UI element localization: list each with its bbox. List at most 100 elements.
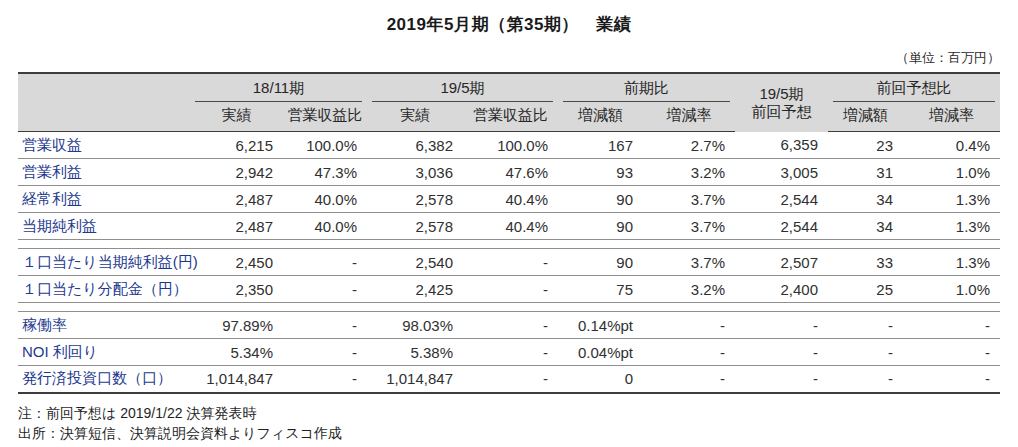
- value-cell: 1.3%: [903, 249, 1000, 276]
- value-cell: 40.0%: [283, 213, 367, 240]
- value-cell: -: [463, 276, 558, 303]
- column-group-4: 前回予想比: [828, 73, 1000, 102]
- sub-header-cell: 増減率: [643, 102, 735, 132]
- row-label: 当期純利益: [18, 213, 190, 240]
- value-cell: -: [463, 339, 558, 366]
- unit-note: （単位：百万円）: [0, 49, 1000, 67]
- table-row: 営業利益2,94247.3%3,03647.6%933.2%3,005311.0…: [18, 159, 1000, 186]
- table-row: 経常利益2,48740.0%2,57840.4%903.7%2,544341.3…: [18, 186, 1000, 213]
- value-cell: 40.4%: [463, 186, 558, 213]
- value-cell: 2,540: [367, 249, 463, 276]
- column-group-label: 18/11期: [195, 74, 362, 102]
- column-group-row: 18/11期19/5期前期比19/5期前回予想前回予想比: [18, 73, 1000, 102]
- financial-results-page: 2019年5月期（第35期） 業績 （単位：百万円） 18/11期19/5期前期…: [0, 0, 1018, 447]
- value-cell: 3,005: [735, 159, 828, 186]
- value-cell: 6,359: [735, 132, 828, 159]
- value-cell: -: [643, 312, 735, 339]
- value-cell: 1.3%: [903, 213, 1000, 240]
- table-row: 当期純利益2,48740.0%2,57840.4%903.7%2,544341.…: [18, 213, 1000, 240]
- table-row: 稼働率97.89%-98.03%-0.14%pt----: [18, 312, 1000, 339]
- spacer-row: [18, 240, 1000, 249]
- value-cell: 0: [558, 366, 643, 393]
- value-cell: 3.7%: [643, 186, 735, 213]
- value-cell: 98.03%: [367, 312, 463, 339]
- value-cell: -: [828, 366, 903, 393]
- value-cell: 1,014,847: [367, 366, 463, 393]
- value-cell: 1.0%: [903, 159, 1000, 186]
- value-cell: 3.7%: [643, 213, 735, 240]
- sub-header-cell: 営業収益比: [283, 102, 367, 132]
- value-cell: 2,544: [735, 213, 828, 240]
- value-cell: 6,215: [190, 132, 283, 159]
- row-label: 営業収益: [18, 132, 190, 159]
- row-label: 発行済投資口数（口）: [18, 366, 190, 393]
- value-cell: 3.2%: [643, 159, 735, 186]
- value-cell: 75: [558, 276, 643, 303]
- value-cell: 2,942: [190, 159, 283, 186]
- value-cell: -: [735, 312, 828, 339]
- value-cell: 0.04%pt: [558, 339, 643, 366]
- value-cell: -: [283, 339, 367, 366]
- value-cell: 3.7%: [643, 249, 735, 276]
- value-cell: -: [903, 366, 1000, 393]
- value-cell: -: [735, 366, 828, 393]
- value-cell: -: [903, 339, 1000, 366]
- row-label: NOI 利回り: [18, 339, 190, 366]
- value-cell: 97.89%: [190, 312, 283, 339]
- row-label: 経常利益: [18, 186, 190, 213]
- sub-header-cell: 実績: [367, 102, 463, 132]
- sub-header-cell: 増減率: [903, 102, 1000, 132]
- column-group-label: 19/5期: [372, 74, 553, 102]
- column-group-0: 18/11期: [190, 73, 367, 102]
- value-cell: 0.4%: [903, 132, 1000, 159]
- value-cell: 2,487: [190, 186, 283, 213]
- spacer-row: [18, 303, 1000, 312]
- value-cell: 0.14%pt: [558, 312, 643, 339]
- value-cell: 25: [828, 276, 903, 303]
- column-group-label2: 前回予想: [735, 103, 828, 121]
- column-group-3: 19/5期前回予想: [735, 73, 828, 132]
- sub-header-cell: 増減額: [558, 102, 643, 132]
- results-table: 18/11期19/5期前期比19/5期前回予想前回予想比実績営業収益比実績営業収…: [18, 72, 1000, 394]
- value-cell: 2.7%: [643, 132, 735, 159]
- table-row: 発行済投資口数（口）1,014,847-1,014,847-0----: [18, 366, 1000, 393]
- table-row: １口当たり分配金（円）2,350-2,425-753.2%2,400251.0%: [18, 276, 1000, 303]
- sub-header-cell: 増減額: [828, 102, 903, 132]
- row-label: 稼働率: [18, 312, 190, 339]
- table-row: NOI 利回り5.34%-5.38%-0.04%pt----: [18, 339, 1000, 366]
- column-group-label: 前期比: [563, 74, 730, 102]
- spacer-cell: [18, 303, 1000, 312]
- value-cell: 5.34%: [190, 339, 283, 366]
- value-cell: -: [283, 312, 367, 339]
- value-cell: 1.0%: [903, 276, 1000, 303]
- column-group-2: 前期比: [558, 73, 735, 102]
- value-cell: 34: [828, 186, 903, 213]
- value-cell: -: [463, 312, 558, 339]
- value-cell: 90: [558, 186, 643, 213]
- value-cell: 167: [558, 132, 643, 159]
- value-cell: 2,578: [367, 186, 463, 213]
- value-cell: 2,507: [735, 249, 828, 276]
- value-cell: 3,036: [367, 159, 463, 186]
- value-cell: -: [828, 339, 903, 366]
- value-cell: 6,382: [367, 132, 463, 159]
- value-cell: 90: [558, 213, 643, 240]
- sub-header-cell: 営業収益比: [463, 102, 558, 132]
- footnotes: 注：前回予想は 2019/1/22 決算発表時 出所：決算短信、決算説明会資料よ…: [18, 403, 1018, 443]
- corner-cell: [18, 73, 190, 132]
- value-cell: 2,578: [367, 213, 463, 240]
- value-cell: -: [283, 366, 367, 393]
- value-cell: 31: [828, 159, 903, 186]
- footnote-source-date: 注：前回予想は 2019/1/22 決算発表時: [18, 403, 1018, 423]
- footnote-source: 出所：決算短信、決算説明会資料よりフィスコ作成: [18, 423, 1018, 443]
- table-body: 営業収益6,215100.0%6,382100.0%1672.7%6,35923…: [18, 132, 1000, 393]
- value-cell: -: [828, 312, 903, 339]
- value-cell: 100.0%: [463, 132, 558, 159]
- value-cell: -: [643, 366, 735, 393]
- value-cell: 2,544: [735, 186, 828, 213]
- row-label: １口当たり当期純利益(円): [18, 249, 190, 276]
- column-group-label: 前回予想比: [833, 74, 995, 102]
- value-cell: 5.38%: [367, 339, 463, 366]
- value-cell: 47.3%: [283, 159, 367, 186]
- value-cell: 2,425: [367, 276, 463, 303]
